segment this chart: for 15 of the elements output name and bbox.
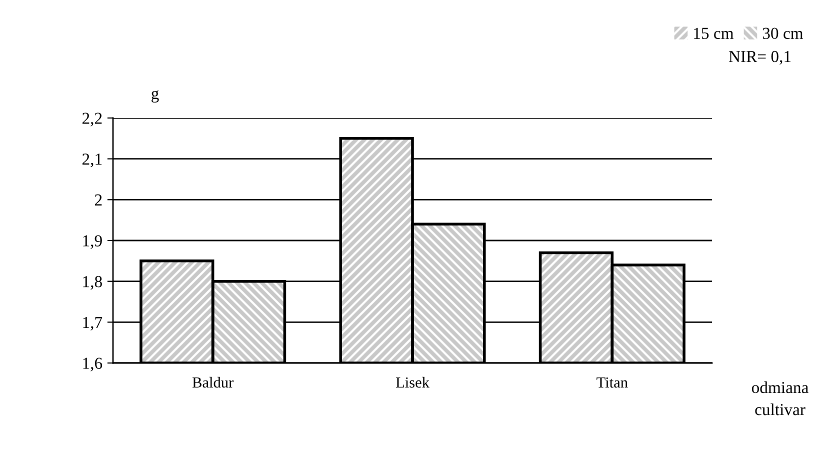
y-tick-label: 2,1 [82, 154, 102, 168]
x-tick-label: Titan [596, 377, 628, 388]
x-tick-label: Lisek [396, 376, 430, 388]
y-tick-label: 1,8 [83, 276, 102, 290]
x-axis-title: odmiana cultivar [752, 381, 808, 416]
y-tick-label: 2 [94, 194, 102, 206]
legend-label: 15 cm [694, 28, 734, 39]
y-tick-label: 1,6 [83, 358, 102, 372]
y-tick-label: 2,2 [82, 112, 102, 126]
y-axis-title: g [152, 90, 159, 103]
legend-label: 30 cm [762, 28, 804, 39]
text: NIR= 0,1 [728, 50, 791, 65]
y-tick-label: 1,9 [83, 235, 102, 249]
y-tick-label: 1,7 [83, 316, 102, 331]
x-tick-label: Baldur [192, 376, 234, 388]
